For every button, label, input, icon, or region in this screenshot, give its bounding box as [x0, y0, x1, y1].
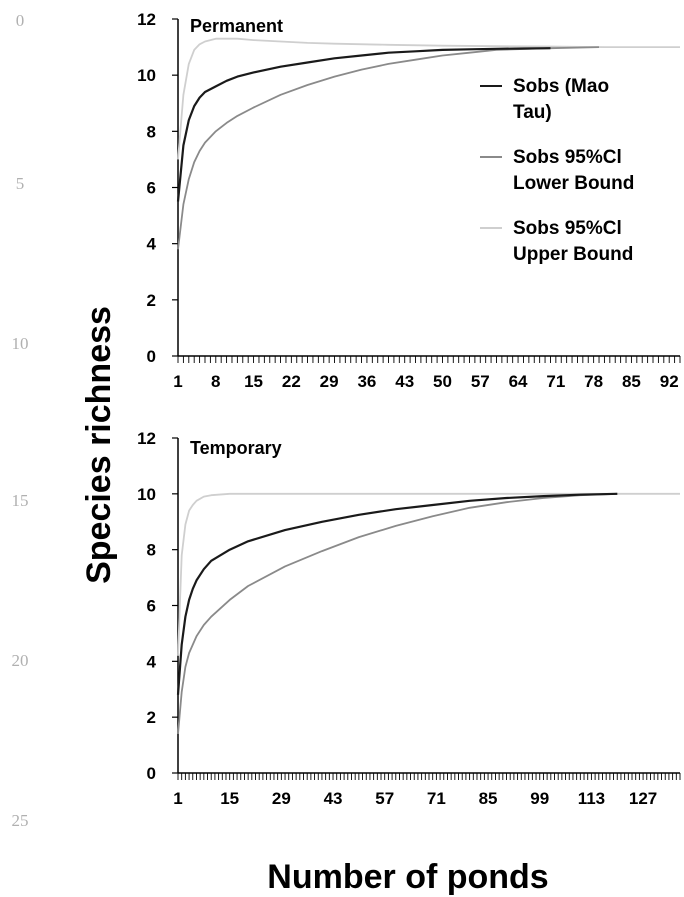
margin-line-numbers: 0 5 10 15 20 25 — [12, 11, 29, 830]
upper-bound-line — [177, 492, 680, 656]
x-tick-label: 36 — [357, 372, 376, 391]
legend-label: Upper Bound — [513, 244, 633, 265]
x-tick-label: 92 — [660, 372, 679, 391]
legend-entry: Sobs 95%Cl Lower Bound — [480, 147, 634, 194]
x-tick-label: 71 — [546, 372, 565, 391]
upper-bound-line — [177, 37, 680, 160]
legend-label: Tau) — [513, 102, 552, 123]
x-tick-label: 85 — [622, 372, 641, 391]
x-tick-label: 43 — [324, 789, 343, 808]
legend-label: Lower Bound — [513, 173, 634, 194]
y-tick-label: 0 — [147, 764, 156, 783]
x-tick-label: 113 — [578, 789, 605, 808]
y-tick-label: 2 — [147, 291, 156, 310]
y-tick-label: 4 — [147, 652, 157, 671]
margin-line-number: 10 — [12, 334, 29, 353]
temporary-panel: 0 2 4 6 8 10 12 1 15 29 43 57 71 85 99 113 127 Temporary — [137, 429, 681, 808]
margin-line-number: 15 — [12, 491, 29, 510]
y-tick-label: 0 — [147, 347, 156, 366]
y-tick-label: 10 — [137, 66, 156, 85]
y-tick-label: 12 — [137, 429, 156, 448]
x-tick-label: 29 — [320, 372, 339, 391]
y-tick-label: 8 — [147, 541, 156, 560]
panel-title: Permanent — [190, 16, 283, 36]
x-tick-label: 71 — [427, 789, 446, 808]
x-tick-label: 8 — [211, 372, 220, 391]
legend-entry: Sobs (Mao Tau) — [480, 76, 609, 123]
x-tick-label: 22 — [282, 372, 301, 391]
y-tick-label: 8 — [147, 122, 156, 141]
y-axis-title: Species richness — [80, 306, 118, 584]
x-tick-label: 1 — [173, 372, 182, 391]
y-tick-label: 6 — [147, 179, 156, 198]
y-tick-label: 10 — [137, 485, 156, 504]
legend-label: Sobs 95%Cl — [513, 147, 622, 168]
x-tick-label: 15 — [220, 789, 239, 808]
y-tick-label: 2 — [147, 708, 156, 727]
x-tick-label: 15 — [244, 372, 263, 391]
y-tick-label: 12 — [137, 10, 156, 29]
x-tick-label: 57 — [471, 372, 490, 391]
lower-bound-line — [177, 492, 618, 734]
x-tick-label: 99 — [530, 789, 549, 808]
sobs-line — [176, 492, 618, 695]
x-tick-label: 50 — [433, 372, 452, 391]
x-tick-label: 43 — [395, 372, 414, 391]
x-axis-title: Number of ponds — [267, 858, 548, 896]
margin-line-number: 0 — [16, 11, 25, 30]
x-tick-label: 29 — [272, 789, 291, 808]
y-tick-label: 4 — [147, 235, 157, 254]
y-tick-label: 6 — [147, 597, 156, 616]
margin-line-number: 5 — [16, 174, 25, 193]
x-tick-label: 127 — [629, 789, 657, 808]
x-tick-label: 1 — [173, 789, 182, 808]
x-tick-label: 85 — [479, 789, 498, 808]
sobs-line — [176, 47, 551, 202]
margin-line-number: 20 — [12, 651, 29, 670]
legend-entry: Sobs 95%Cl Upper Bound — [480, 218, 633, 265]
x-tick-label: 57 — [375, 789, 394, 808]
legend-label: Sobs (Mao — [513, 76, 609, 97]
x-tick-label: 78 — [584, 372, 603, 391]
permanent-panel: 0 2 4 6 8 10 12 1 8 15 22 29 36 43 50 57 64 71 78 85 92 Perma… — [137, 10, 681, 391]
legend-label: Sobs 95%Cl — [513, 218, 622, 239]
margin-line-number: 25 — [12, 811, 29, 830]
panel-title: Temporary — [190, 438, 282, 458]
x-tick-label: 64 — [509, 372, 528, 391]
